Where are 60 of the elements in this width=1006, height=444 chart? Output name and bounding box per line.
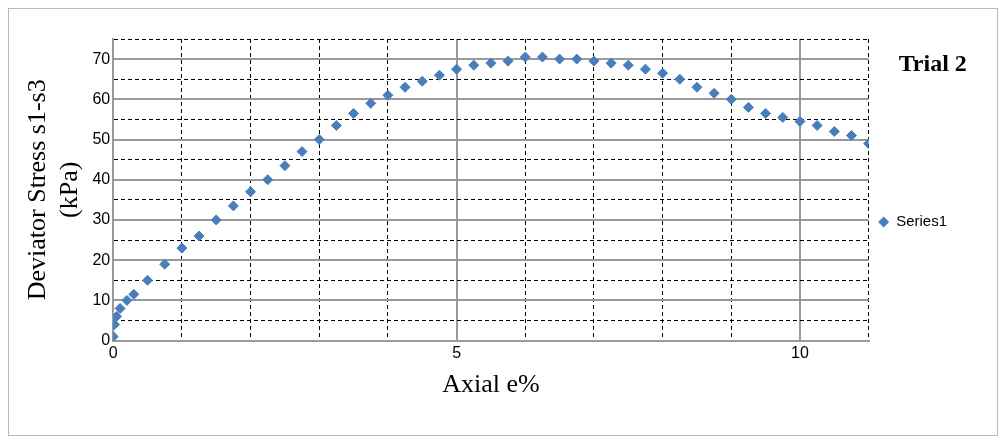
point <box>399 81 411 93</box>
point <box>227 200 239 212</box>
point <box>245 186 257 198</box>
y-axis-title: Deviator Stress s1-s3 (kPa) <box>22 79 83 301</box>
y-tick-label: 10 <box>92 290 111 308</box>
point <box>433 69 445 81</box>
point <box>193 230 205 242</box>
point <box>114 302 126 314</box>
y-tick-label: 30 <box>92 210 111 228</box>
point <box>622 59 634 71</box>
y-tick-label: 70 <box>92 49 111 67</box>
point <box>468 59 480 71</box>
point <box>845 130 857 142</box>
point <box>639 63 651 75</box>
point <box>365 97 377 109</box>
point <box>571 53 583 65</box>
point <box>210 214 222 226</box>
point <box>777 111 789 123</box>
point <box>828 125 840 137</box>
point <box>121 294 133 306</box>
point <box>313 134 325 146</box>
point <box>348 107 360 119</box>
y-tick-label: 60 <box>92 89 111 107</box>
point <box>159 258 171 270</box>
point <box>330 119 342 131</box>
legend-label: Series1 <box>896 212 947 230</box>
point <box>657 67 669 79</box>
text: Trial 2 <box>898 50 967 77</box>
point <box>296 146 308 158</box>
point <box>588 55 600 67</box>
y-tick-label: 0 <box>101 331 111 349</box>
point <box>502 55 514 67</box>
point <box>519 51 531 63</box>
point <box>794 115 806 127</box>
point <box>760 107 772 119</box>
point <box>554 53 566 65</box>
point <box>262 174 274 186</box>
point <box>176 242 188 254</box>
point <box>416 75 428 87</box>
x-tick-label: 5 <box>452 343 462 361</box>
y-tick-label: 20 <box>92 250 111 268</box>
point <box>142 274 154 286</box>
x-tick-label: 10 <box>791 343 809 361</box>
point <box>451 63 463 75</box>
point <box>279 160 291 172</box>
point <box>113 310 123 322</box>
point <box>708 87 720 99</box>
point <box>536 51 548 63</box>
point <box>605 57 617 69</box>
point <box>128 288 140 300</box>
point <box>725 93 737 105</box>
point <box>691 81 703 93</box>
y-tick-label: 40 <box>92 170 111 188</box>
y-tick-label: 50 <box>92 129 111 147</box>
point <box>674 73 686 85</box>
point <box>382 89 394 101</box>
x-axis-title: Axial e% <box>442 369 540 399</box>
point <box>811 119 823 131</box>
point <box>742 101 754 113</box>
point <box>485 57 497 69</box>
